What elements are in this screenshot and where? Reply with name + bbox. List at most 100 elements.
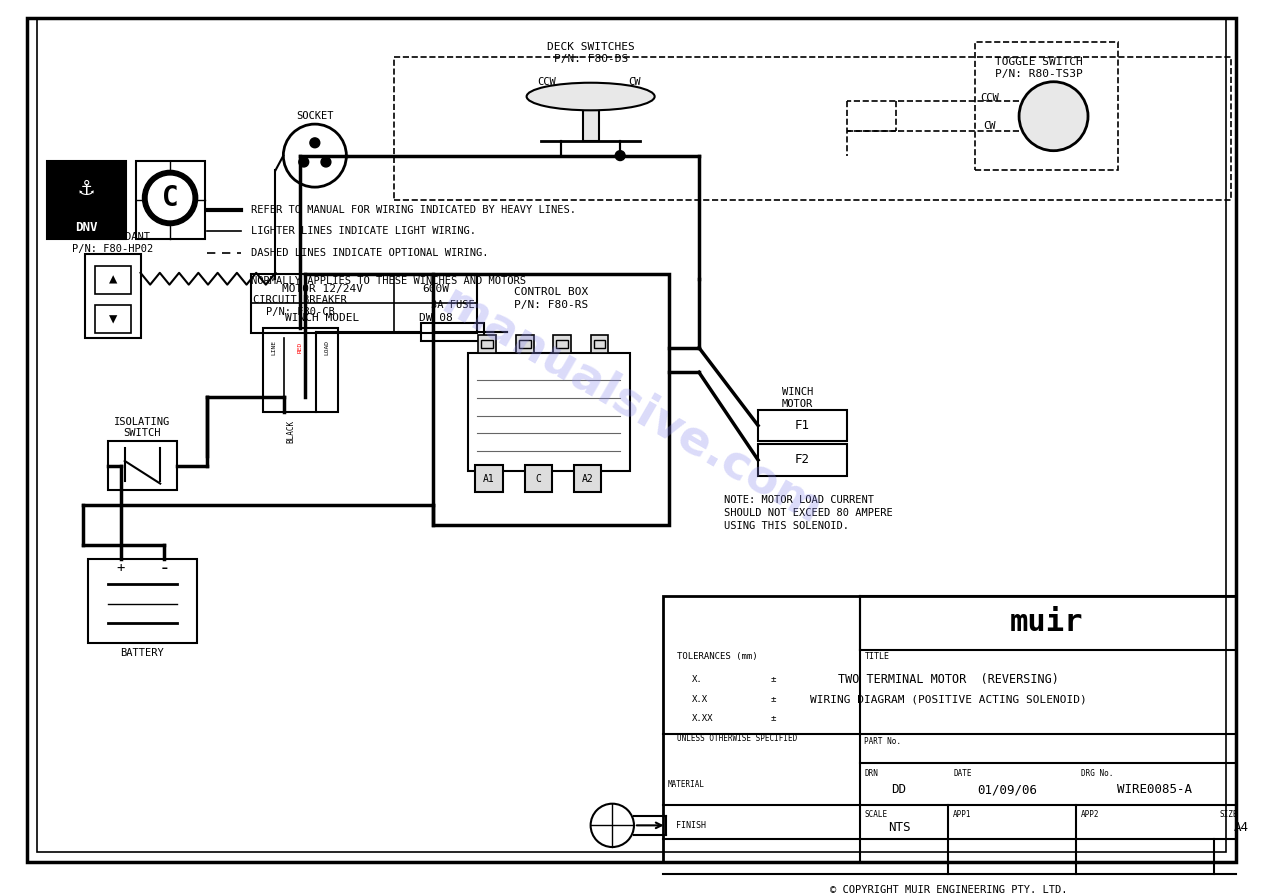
Text: MOTOR: MOTOR [782, 399, 813, 409]
Bar [758, 444, 846, 476]
Text: C: C [162, 184, 178, 212]
Text: muir: muir [1010, 608, 1084, 638]
Bar [481, 340, 493, 347]
Text: BATTERY: BATTERY [120, 648, 164, 658]
Text: ±: ± [770, 714, 777, 723]
Circle shape [321, 157, 331, 167]
Circle shape [309, 138, 320, 147]
Text: DECK SWITCHES: DECK SWITCHES [547, 42, 634, 53]
Text: ±: ± [770, 695, 777, 704]
Bar [263, 328, 337, 412]
Text: A1: A1 [484, 473, 495, 484]
Text: LINE: LINE [272, 340, 277, 355]
Text: BLACK: BLACK [287, 420, 296, 443]
Text: CCW: CCW [980, 94, 999, 104]
Circle shape [148, 176, 192, 220]
Text: C: C [536, 473, 542, 484]
Text: TWO TERMINAL MOTOR  (REVERSING): TWO TERMINAL MOTOR (REVERSING) [837, 673, 1058, 686]
Text: USING THIS SOLENOID.: USING THIS SOLENOID. [724, 521, 849, 531]
Bar [433, 274, 669, 525]
Text: DD: DD [892, 783, 907, 797]
Circle shape [299, 157, 308, 167]
Text: 01/09/06: 01/09/06 [978, 783, 1037, 797]
Bar [553, 335, 571, 353]
Bar [975, 42, 1118, 171]
Text: DRG No.: DRG No. [1081, 769, 1114, 778]
Text: 600W: 600W [422, 284, 450, 294]
Text: NORMALLY APPLIES TO THESE WINCHES AND MOTORS: NORMALLY APPLIES TO THESE WINCHES AND MO… [251, 276, 525, 286]
Text: CONTROL BOX: CONTROL BOX [514, 287, 589, 296]
Text: HAND PENDANT: HAND PENDANT [76, 232, 150, 242]
Bar [860, 596, 1235, 650]
Bar [556, 340, 568, 347]
Text: ▼: ▼ [109, 313, 117, 326]
Text: P/N: F80-CB: P/N: F80-CB [265, 307, 335, 317]
Text: 3A FUSE: 3A FUSE [431, 300, 475, 311]
Text: CIRCUIT BREAKER: CIRCUIT BREAKER [253, 296, 347, 305]
Text: APP1: APP1 [954, 810, 971, 819]
Bar [591, 335, 609, 353]
Bar [251, 274, 477, 333]
Text: CW: CW [984, 121, 995, 131]
Text: DRN: DRN [864, 769, 878, 778]
Text: CCW: CCW [537, 77, 556, 87]
Text: FINISH: FINISH [676, 821, 706, 830]
Bar [135, 161, 205, 239]
Bar [582, 96, 599, 141]
Text: F2: F2 [794, 454, 810, 466]
Text: LOAD: LOAD [325, 340, 330, 355]
Bar [758, 410, 846, 441]
Text: P/N: F80-DS: P/N: F80-DS [553, 54, 628, 64]
Text: P/N: F80-RS: P/N: F80-RS [514, 300, 589, 311]
Text: WINCH: WINCH [782, 387, 813, 397]
Bar [524, 465, 552, 492]
Text: MATERIAL: MATERIAL [667, 780, 705, 789]
Bar [109, 441, 177, 490]
Text: PART No.: PART No. [864, 737, 902, 747]
Text: F1: F1 [794, 419, 810, 432]
Circle shape [1019, 82, 1087, 151]
Text: SWITCH: SWITCH [124, 429, 162, 438]
Text: A2: A2 [582, 473, 594, 484]
Bar [519, 340, 530, 347]
Bar [47, 161, 126, 239]
Text: X.X: X.X [692, 695, 709, 704]
Ellipse shape [527, 83, 654, 111]
Bar [467, 353, 630, 471]
Text: DATE: DATE [954, 769, 971, 778]
Text: ISOLATING: ISOLATING [115, 416, 171, 427]
Circle shape [283, 124, 346, 188]
Text: X.: X. [692, 675, 702, 684]
Bar [475, 465, 503, 492]
Bar [88, 559, 197, 643]
Text: WIRE0085-A: WIRE0085-A [1118, 783, 1192, 797]
Circle shape [615, 151, 625, 161]
Circle shape [143, 171, 197, 226]
Text: APP2: APP2 [1081, 810, 1100, 819]
Text: DNV: DNV [75, 221, 97, 234]
Text: NOTE: MOTOR LOAD CURRENT: NOTE: MOTOR LOAD CURRENT [724, 496, 874, 505]
Text: WIRING DIAGRAM (POSITIVE ACTING SOLENOID): WIRING DIAGRAM (POSITIVE ACTING SOLENOID… [810, 694, 1086, 705]
Text: P/N: R80-TS3P: P/N: R80-TS3P [995, 69, 1082, 79]
Bar [573, 465, 601, 492]
Text: ±: ± [770, 675, 777, 684]
Bar [86, 255, 140, 338]
Bar [394, 57, 1231, 200]
Text: LIGHTER LINES INDICATE LIGHT WIRING.: LIGHTER LINES INDICATE LIGHT WIRING. [251, 227, 476, 237]
Text: SHOULD NOT EXCEED 80 AMPERE: SHOULD NOT EXCEED 80 AMPERE [724, 508, 893, 518]
Bar [95, 266, 130, 294]
Text: +: + [116, 562, 125, 575]
Text: SCALE: SCALE [864, 810, 888, 819]
Text: MOTOR 12/24V: MOTOR 12/24V [282, 284, 362, 294]
Text: CW: CW [629, 77, 642, 87]
Text: RED: RED [298, 342, 303, 354]
Text: DASHED LINES INDICATE OPTIONAL WIRING.: DASHED LINES INDICATE OPTIONAL WIRING. [251, 248, 489, 258]
Text: NTS: NTS [888, 821, 911, 834]
Text: manualsive.com: manualsive.com [433, 280, 829, 534]
Bar [515, 335, 533, 353]
Bar [95, 305, 130, 333]
Text: UNLESS OTHERWISE SPECIFIED: UNLESS OTHERWISE SPECIFIED [677, 734, 797, 743]
Text: P/N: F80-HP02: P/N: F80-HP02 [72, 244, 154, 255]
Bar [479, 335, 496, 353]
Text: TOLERANCES (mm): TOLERANCES (mm) [677, 653, 758, 662]
